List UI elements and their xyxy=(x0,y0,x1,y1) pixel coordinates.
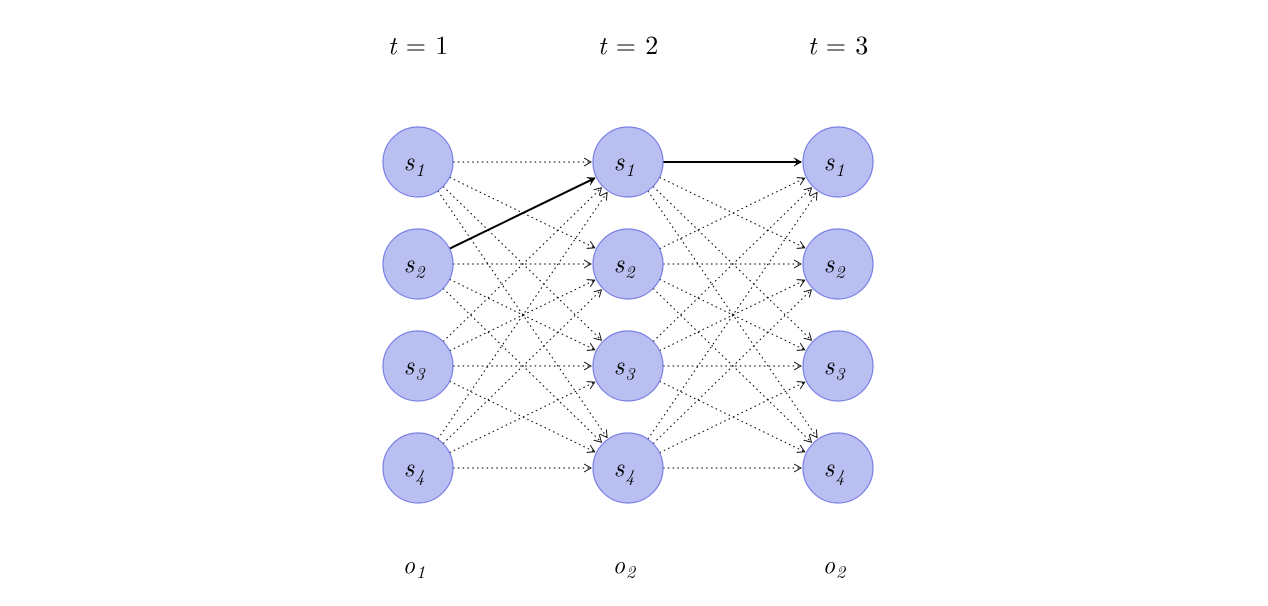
node-c1-r4: s4 xyxy=(383,433,453,503)
node-c3-r2: s2 xyxy=(803,229,873,299)
column-headers: t = 1 t = 2 t = 3 xyxy=(388,25,869,62)
node-c1-r3: s3 xyxy=(383,331,453,401)
node-c2-r1: s1 xyxy=(593,127,663,197)
node-c3-r3: s3 xyxy=(803,331,873,401)
node-c2-r4: s4 xyxy=(593,433,663,503)
edges-dotted xyxy=(438,162,817,468)
edge-dotted xyxy=(443,186,601,340)
node-c2-r2: s2 xyxy=(593,229,663,299)
nodes: s1 s2 s3 s4 s1 s2 s3 s4 s1 s2 s3 s4 xyxy=(383,127,873,503)
header-col-2: t = 2 xyxy=(598,25,659,62)
footer-col-3: o2 xyxy=(823,546,846,584)
trellis-diagram: s1 s2 s3 s4 s1 s2 s3 s4 s1 s2 s3 s4 t = 1 t = 2 t = 3 o… xyxy=(0,0,1268,606)
edge-dotted xyxy=(648,191,817,438)
edge-dotted xyxy=(653,290,811,444)
edge-dotted xyxy=(653,288,811,442)
edge-dotted xyxy=(438,191,607,438)
edge-dotted xyxy=(443,290,601,444)
footer-col-1: o1 xyxy=(403,546,425,584)
edge-dotted xyxy=(659,382,804,453)
node-c1-r1: s1 xyxy=(383,127,453,197)
edge-dotted xyxy=(443,288,601,442)
edge-dotted xyxy=(438,193,607,440)
footer-col-2: o2 xyxy=(613,546,636,584)
node-c3-r1: s1 xyxy=(803,127,873,197)
edge-dotted xyxy=(443,188,601,342)
header-col-1: t = 1 xyxy=(388,25,449,62)
edge-dotted xyxy=(449,382,594,453)
edge-dotted xyxy=(653,188,811,342)
edge-dotted xyxy=(648,193,817,440)
edge-dotted xyxy=(659,177,804,248)
column-footers: o1 o2 o2 xyxy=(403,546,846,584)
node-c1-r2: s2 xyxy=(383,229,453,299)
node-c3-r4: s4 xyxy=(803,433,873,503)
node-c2-r3: s3 xyxy=(593,331,663,401)
header-col-3: t = 3 xyxy=(808,25,869,62)
edge-dotted xyxy=(653,186,811,340)
